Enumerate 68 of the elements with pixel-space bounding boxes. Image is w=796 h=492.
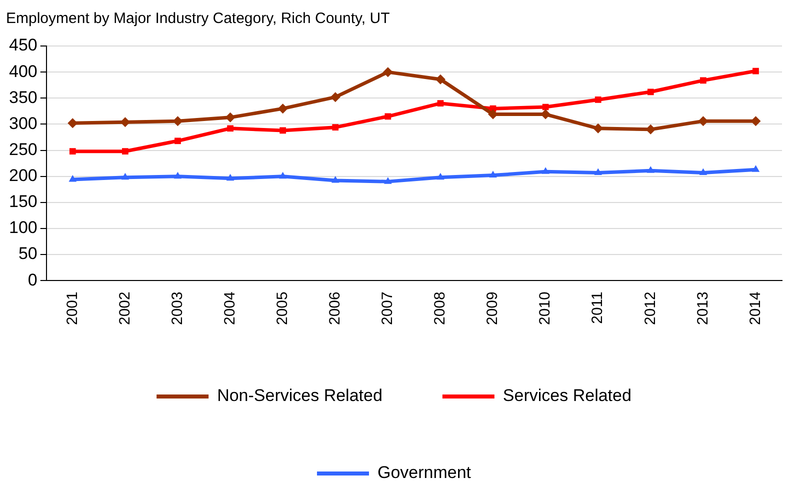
point: [68, 174, 77, 182]
legend-label: Services Related: [502, 386, 632, 406]
x-tick-label: 2013: [694, 292, 712, 326]
point: [280, 127, 286, 134]
point: [174, 172, 182, 179]
point: [435, 74, 446, 84]
point: [331, 176, 340, 183]
point: [437, 100, 444, 107]
x-tick-label: 2004: [221, 292, 238, 326]
point: [542, 167, 550, 174]
point: [226, 174, 234, 181]
point: [593, 123, 604, 134]
y-tick-label: 400: [8, 62, 38, 81]
y-tick-label: 300: [8, 114, 38, 133]
x-tick-label: 2005: [274, 292, 291, 326]
point: [646, 166, 655, 173]
point: [700, 77, 706, 84]
point: [122, 148, 128, 155]
x-tick-label: 2003: [168, 292, 186, 326]
x-tick-label: 2014: [746, 292, 764, 326]
point: [332, 124, 339, 131]
y-tick-label: 250: [8, 140, 38, 159]
point: [540, 109, 551, 120]
x-tick-label: 2009: [484, 292, 502, 326]
point: [330, 92, 340, 102]
x-tick-label: 2002: [116, 292, 134, 326]
y-tick-label: 350: [8, 88, 38, 107]
point: [699, 168, 708, 175]
point: [278, 104, 288, 114]
x-tick-label: 2007: [379, 292, 396, 326]
point: [384, 113, 392, 120]
x-tick-label: 2001: [64, 292, 81, 326]
point: [647, 88, 654, 96]
point: [488, 109, 498, 120]
point: [752, 165, 760, 172]
point: [594, 168, 602, 175]
y-tick-label: 0: [28, 270, 38, 290]
point: [752, 68, 759, 74]
y-tick-label: 150: [8, 192, 38, 212]
chart-title: Employment by Major Industry Category, Rich County, UT: [6, 10, 390, 28]
point: [69, 148, 76, 155]
legend-label: Non-Services Related: [217, 386, 382, 406]
point: [120, 117, 130, 128]
point: [750, 116, 761, 126]
legend-label: Government: [377, 463, 472, 482]
point: [278, 172, 287, 179]
x-tick-label: 2010: [536, 292, 554, 326]
y-tick-label: 50: [18, 244, 38, 264]
point: [384, 177, 392, 184]
y-tick-label: 100: [8, 218, 38, 238]
point: [172, 116, 183, 126]
point: [121, 172, 130, 180]
x-tick-label: 2012: [642, 292, 659, 326]
x-tick-label: 2006: [326, 292, 344, 326]
y-tick-label: 450: [8, 36, 38, 55]
point: [68, 118, 78, 128]
x-tick-label: 2011: [589, 292, 606, 324]
point: [489, 170, 497, 178]
point: [225, 112, 236, 122]
point: [382, 67, 393, 78]
point: [646, 124, 656, 134]
point: [594, 96, 602, 103]
point: [698, 116, 708, 126]
point: [436, 172, 444, 180]
y-tick-label: 200: [8, 166, 38, 186]
point: [227, 125, 234, 132]
point: [174, 138, 181, 144]
x-tick-label: 2008: [432, 292, 449, 326]
